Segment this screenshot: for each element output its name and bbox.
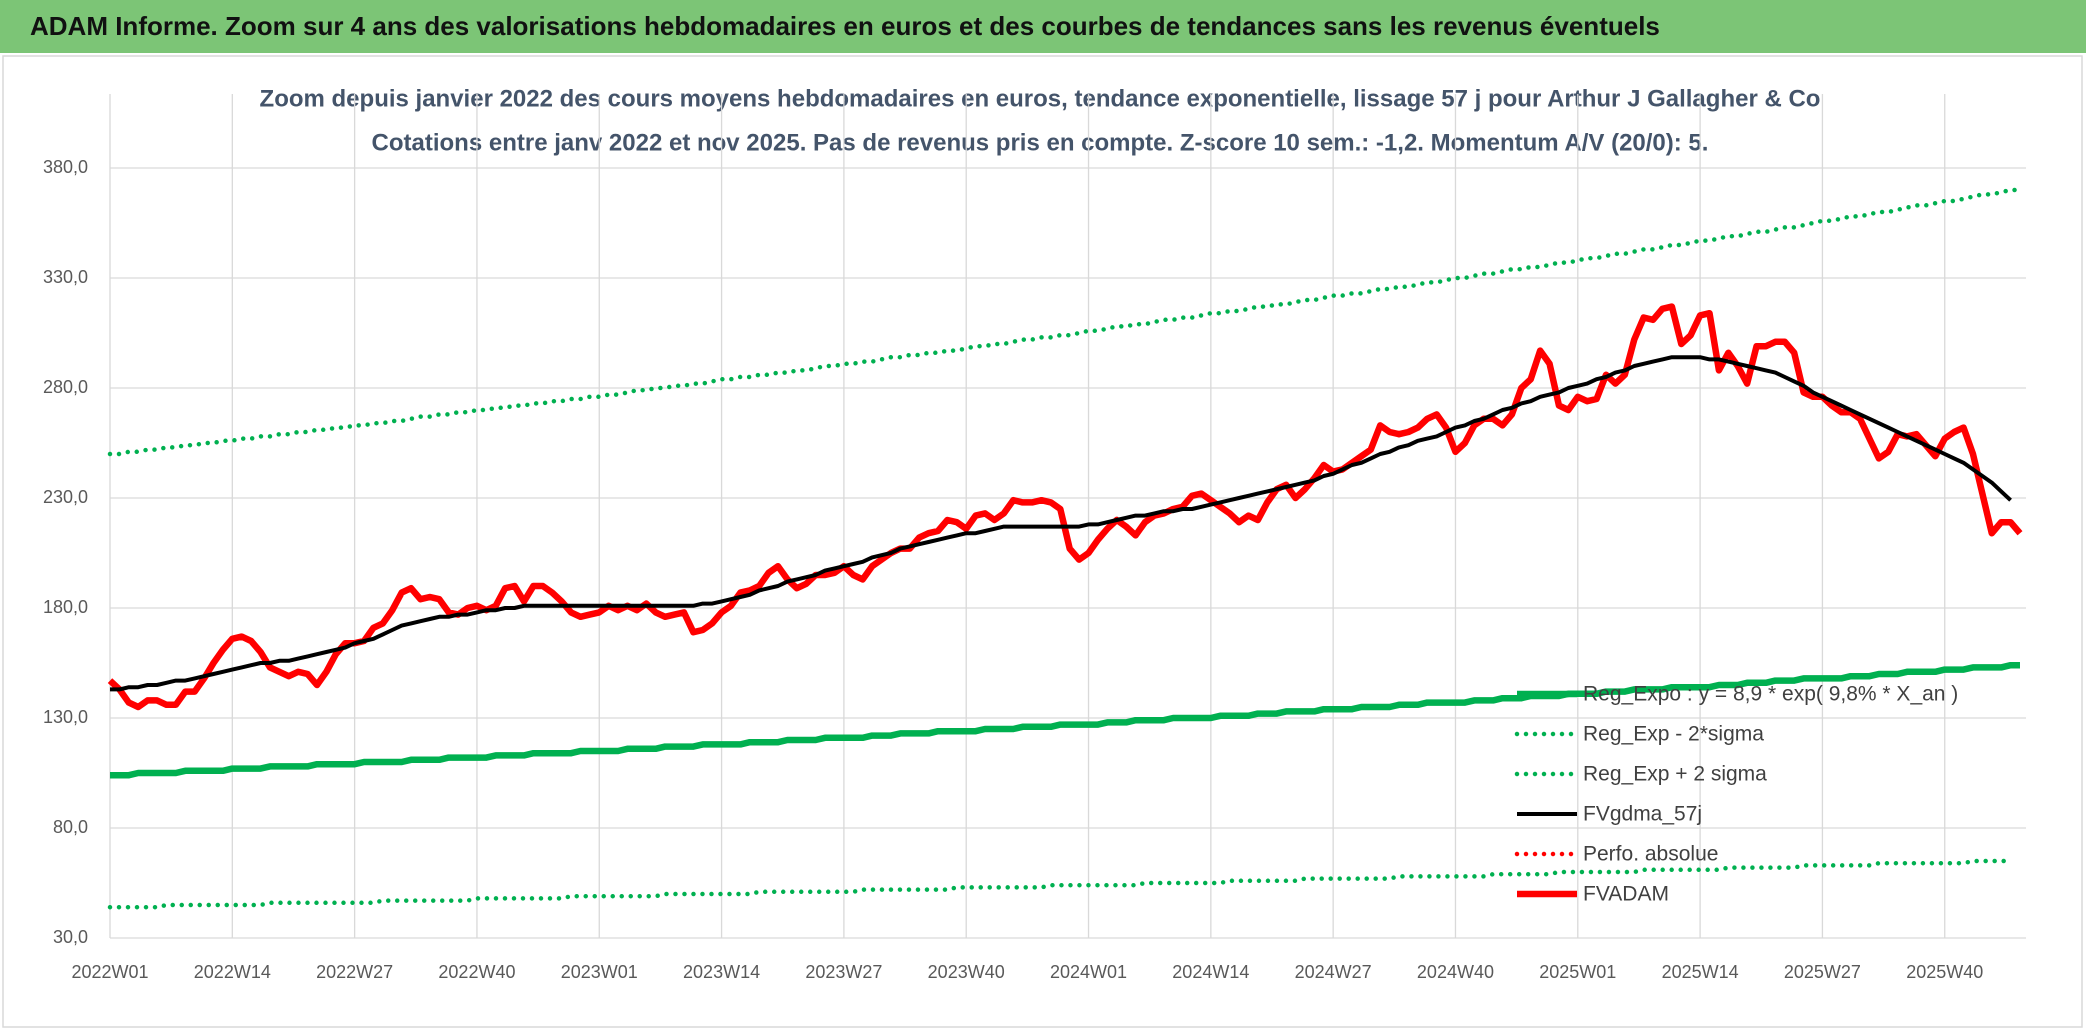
legend-label: FVgdma_57j	[1583, 803, 1702, 826]
y-tick-label: 280,0	[43, 377, 88, 397]
chart-frame	[2, 55, 2083, 1028]
y-tick-label: 80,0	[53, 817, 88, 837]
x-tick-label: 2022W01	[71, 962, 148, 982]
x-tick-label: 2025W27	[1784, 962, 1861, 982]
legend-label: Perfo. absolue	[1583, 843, 1718, 866]
banner	[0, 0, 2086, 53]
x-tick-label: 2024W40	[1417, 962, 1494, 982]
legend-label: Reg_Exp - 2*sigma	[1583, 723, 1764, 746]
y-tick-label: 180,0	[43, 597, 88, 617]
x-tick-label: 2025W14	[1662, 962, 1739, 982]
y-tick-label: 330,0	[43, 267, 88, 287]
series-line	[107, 858, 2013, 910]
x-tick-label: 2025W40	[1906, 962, 1983, 982]
x-tick-label: 2023W27	[805, 962, 882, 982]
x-tick-label: 2023W40	[928, 962, 1005, 982]
y-tick-label: 230,0	[43, 487, 88, 507]
series-line	[110, 661, 2020, 779]
series-line	[107, 187, 2023, 457]
legend-label: Reg_Exp + 2 sigma	[1583, 763, 1767, 786]
x-tick-label: 2024W01	[1050, 962, 1127, 982]
y-tick-label: 130,0	[43, 707, 88, 727]
series-line	[107, 303, 2023, 711]
chart-subtitle: Cotations entre janv 2022 et nov 2025. P…	[372, 129, 1709, 156]
x-tick-label: 2024W14	[1172, 962, 1249, 982]
x-tick-label: 2022W14	[194, 962, 271, 982]
x-tick-label: 2023W01	[561, 962, 638, 982]
y-tick-label: 30,0	[53, 927, 88, 947]
x-tick-label: 2025W01	[1539, 962, 1616, 982]
legend-label: FVADAM	[1583, 883, 1669, 906]
series-line	[110, 355, 2012, 692]
x-tick-label: 2022W27	[316, 962, 393, 982]
x-tick-label: 2024W27	[1295, 962, 1372, 982]
x-tick-label: 2022W40	[438, 962, 515, 982]
legend-label: Reg_Expo : y = 8,9 * exp( 9,8% * X_an )	[1583, 683, 1958, 706]
y-tick-label: 380,0	[43, 157, 88, 177]
banner-title: ADAM Informe. Zoom sur 4 ans des valoris…	[30, 11, 1660, 41]
x-tick-label: 2023W14	[683, 962, 760, 982]
plot: 30,0 80,0 130,0 180,0 230,0 280,0 330,0 380,0 20…	[43, 94, 2026, 982]
chart-title: Zoom depuis janvier 2022 des cours moyen…	[260, 85, 1821, 112]
